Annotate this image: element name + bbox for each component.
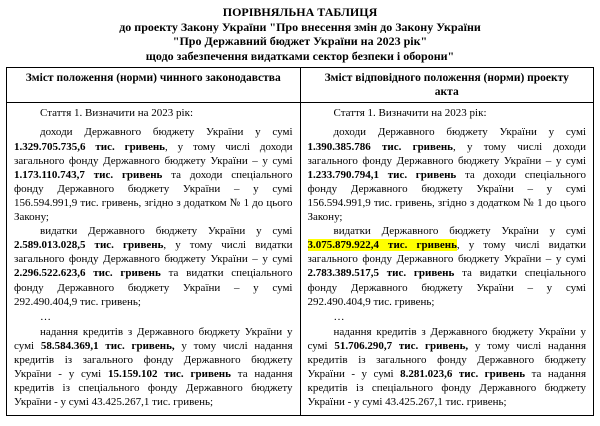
cell-draft-act: Стаття 1. Визначити на 2023 рік: доходи …	[299, 102, 594, 417]
column-header-draft-act: Зміст відповідного положення (норми) про…	[299, 67, 594, 104]
paragraph-expenditures-current: видатки Державного бюджету України у сум…	[14, 224, 293, 309]
title-line-1: ПОРІВНЯЛЬНА ТАБЛИЦЯ	[222, 5, 378, 19]
column-header-current-law: Зміст положення (норми) чинного законода…	[6, 67, 301, 104]
ellipsis-current: …	[40, 310, 51, 323]
table-header-row: Зміст положення (норми) чинного законода…	[6, 67, 594, 104]
title-line-3: "Про Державний бюджет України на 2023 рі…	[172, 34, 428, 49]
text-run: надання кредитів з Державного бюджету Ук…	[14, 325, 293, 352]
text-run: надання кредитів з Державного бюджету Ук…	[307, 325, 587, 352]
text-run: та надання кредитів із спеціального фонд…	[14, 368, 293, 409]
paragraph-credits-draft: надання кредитів з Державного бюджету Ук…	[308, 325, 587, 410]
bold-amount: 15.159.102 тис. гривень	[107, 368, 231, 381]
text-run: видатки Державного бюджету України у сум…	[40, 225, 293, 238]
bold-amount: 2.589.013.028,5 тис. гривень	[14, 239, 164, 252]
text-run: та видатки спеціального фонду Державного…	[307, 267, 587, 308]
text-run: доходи Державного бюджету України у сумі	[40, 126, 293, 139]
bold-amount: 51.706.290,7 тис. гривень,	[334, 339, 469, 352]
bold-amount: 1.329.705.735,6 тис. гривень	[14, 140, 165, 153]
text-run: , у тому числі видатки загального фонду …	[307, 239, 587, 266]
bold-amount: 2.783.389.517,5 тис. гривень	[307, 267, 455, 280]
document-title-block: ПОРІВНЯЛЬНА ТАБЛИЦЯ до проекту Закону Ук…	[0, 0, 600, 63]
title-line-2: до проекту Закону України "Про внесення …	[119, 19, 481, 34]
ellipsis-draft: …	[333, 310, 345, 323]
text-run: та надання кредитів із спеціального фонд…	[307, 368, 587, 409]
paragraph-expenditures-draft: видатки Державного бюджету України у сум…	[307, 224, 587, 309]
text-run: у тому числі надання кредитів із загальн…	[307, 339, 587, 381]
text-run: та доходи спеціального фонду Державного …	[14, 168, 293, 224]
comparison-table: Зміст положення (норми) чинного законода…	[6, 67, 594, 417]
text-run: , у тому числі доходи загального фонду Д…	[307, 140, 587, 167]
bold-amount: 8.281.023,6 тис. гривень	[400, 368, 526, 381]
bold-amount: 1.233.790.794,1 тис. гривень	[307, 168, 457, 181]
text-run: у тому числі надання кредитів із загальн…	[14, 339, 293, 381]
paragraph-revenues-current: доходи Державного бюджету України у сумі…	[14, 125, 293, 224]
article-heading-draft: Стаття 1. Визначити на 2023 рік:	[333, 107, 487, 120]
text-run: та доходи спеціального фонду Державного …	[307, 168, 587, 224]
text-run: доходи Державного бюджету України у сумі	[333, 126, 587, 139]
text-run: видатки Державного бюджету України у сум…	[333, 225, 587, 238]
bold-amount: 2.296.522.623,6 тис. гривень	[14, 267, 161, 280]
text-run: , у тому числі видатки загального фонду …	[14, 239, 293, 266]
text-run: та видатки спеціального фонду Державного…	[14, 267, 293, 308]
title-line-4: щодо забезпечення видатками сектор безпе…	[145, 48, 455, 63]
paragraph-revenues-draft: доходи Державного бюджету України у сумі…	[308, 125, 587, 224]
text-run: , у тому числі доходи загального фонду Д…	[14, 140, 293, 167]
article-heading-current: Стаття 1. Визначити на 2023 рік:	[40, 107, 193, 120]
paragraph-credits-current: надання кредитів з Державного бюджету Ук…	[14, 325, 293, 410]
bold-amount: 1.390.385.786 тис. гривень	[307, 140, 454, 153]
highlighted-amount: 3.075.879.922,4 тис. гривень	[307, 239, 457, 252]
bold-amount: 1.173.110.743,7 тис. гривень	[14, 168, 163, 181]
cell-current-law: Стаття 1. Визначити на 2023 рік: доходи …	[6, 102, 301, 417]
table-body-row: Стаття 1. Визначити на 2023 рік: доходи …	[6, 102, 594, 417]
bold-amount: 58.584.369,1 тис. гривень,	[40, 339, 175, 352]
